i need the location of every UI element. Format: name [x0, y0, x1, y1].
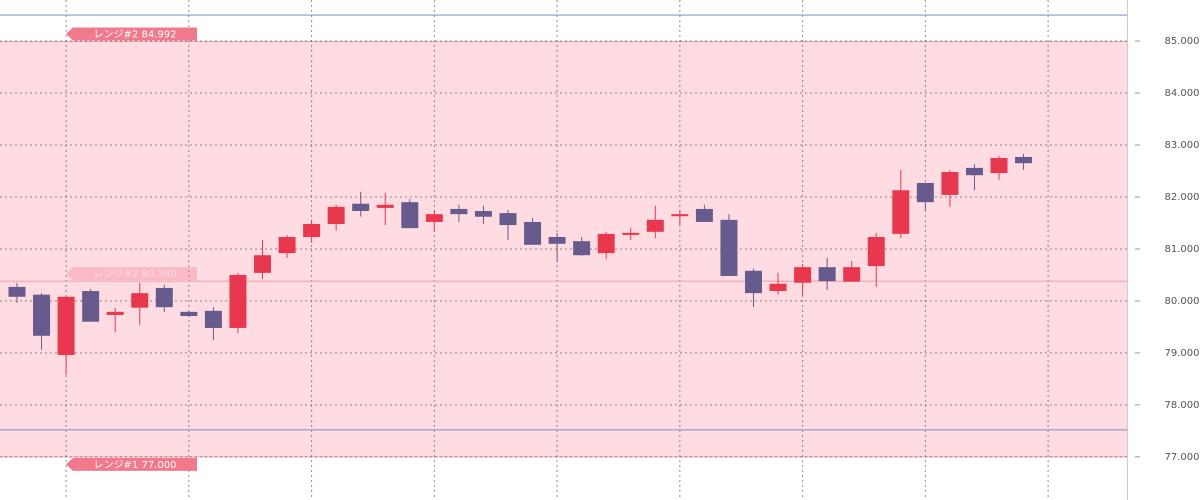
candle-body — [573, 241, 591, 256]
candle-body — [916, 182, 934, 203]
candle-body — [622, 232, 640, 235]
range-flag-label: レンジ#2 80.380 — [94, 269, 177, 280]
candle-body — [548, 237, 566, 244]
candle-body — [965, 167, 983, 176]
candle-body — [941, 172, 959, 195]
candle-body — [425, 214, 443, 222]
y-tick-label: 84.000 — [1165, 88, 1200, 99]
range-flag-label: レンジ#1 77.000 — [94, 460, 177, 471]
y-tick-label: 83.000 — [1165, 140, 1200, 151]
candle-body — [499, 213, 517, 226]
y-tick-label: 82.000 — [1165, 192, 1200, 203]
range-flag — [66, 27, 197, 41]
candle-body — [204, 310, 222, 328]
candle-body — [843, 267, 861, 282]
candle-body — [524, 221, 542, 245]
candle-body — [254, 255, 271, 273]
y-tick-label: 81.000 — [1165, 244, 1200, 255]
candle-body — [818, 267, 836, 282]
candle-body — [794, 267, 812, 283]
candle-body — [695, 208, 713, 222]
y-tick-label: 78.000 — [1165, 400, 1200, 411]
y-tick-label: 79.000 — [1165, 348, 1200, 359]
candle-body — [352, 203, 370, 212]
candle-body — [892, 190, 910, 234]
candle-body — [720, 219, 738, 276]
candle-body — [597, 233, 615, 254]
candle-body — [106, 311, 124, 315]
candle-body — [155, 287, 173, 308]
candle-body — [33, 294, 51, 336]
candle-body — [671, 214, 689, 217]
candle-body — [131, 293, 149, 308]
candle-body — [57, 296, 75, 355]
candle-body — [646, 219, 664, 232]
candle-body — [450, 208, 468, 215]
candle-body — [303, 224, 321, 238]
y-tick-label: 77.000 — [1165, 452, 1200, 463]
candle-body — [180, 311, 198, 317]
candle-body — [401, 202, 419, 229]
range-flag-label: レンジ#2 84.992 — [94, 29, 177, 40]
candle-body — [990, 158, 1008, 174]
range-flag — [66, 457, 197, 471]
candle-body — [745, 270, 762, 294]
candle-body — [867, 237, 885, 267]
candle-body — [8, 286, 26, 297]
candle-body — [769, 283, 787, 292]
range-band — [0, 41, 1127, 457]
candle-body — [327, 206, 345, 225]
candle-body — [229, 274, 247, 328]
candle-body — [474, 211, 492, 217]
candle-body — [1015, 156, 1033, 164]
range-flag — [66, 267, 197, 281]
candle-body — [376, 204, 394, 208]
candle-body — [82, 291, 100, 322]
candle-body — [278, 237, 296, 254]
y-tick-label: 85.000 — [1165, 36, 1200, 47]
y-tick-label: 80.000 — [1165, 296, 1200, 307]
